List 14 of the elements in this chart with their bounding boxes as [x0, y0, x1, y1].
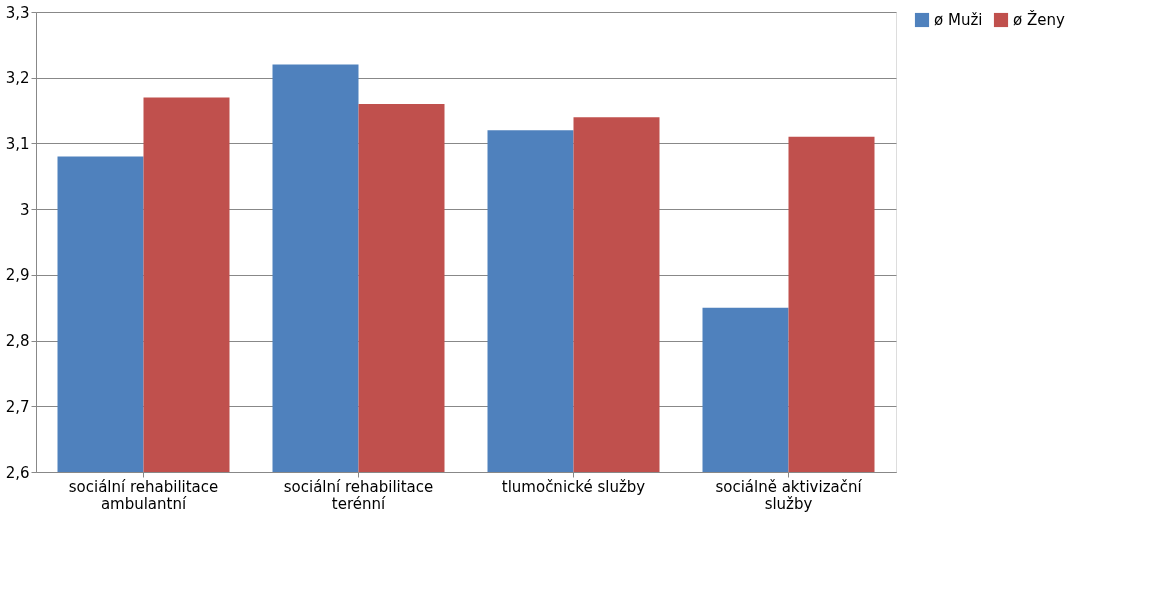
x-tick-label: sociální rehabilitace terénní: [283, 477, 434, 513]
legend-label: ø Muži: [934, 11, 983, 29]
y-tick-label: 2,7: [5, 397, 30, 416]
y-tick-label: 3,1: [5, 134, 30, 153]
y-tick-label: 3,2: [5, 69, 30, 88]
y-tick-label: 2,6: [5, 463, 30, 482]
y-tick-label: 2,9: [5, 266, 30, 285]
y-tick-label: 3: [19, 200, 30, 219]
x-tick-label: sociálně aktivizační služby: [715, 477, 863, 513]
legend-label: ø Ženy: [1013, 10, 1065, 29]
x-tick-label: sociální rehabilitace ambulantní: [68, 477, 219, 513]
y-tick-label: 3,3: [5, 3, 30, 22]
y-tick-label: 2,8: [5, 332, 30, 351]
x-tick-label: tlumočnické služby: [501, 477, 646, 496]
